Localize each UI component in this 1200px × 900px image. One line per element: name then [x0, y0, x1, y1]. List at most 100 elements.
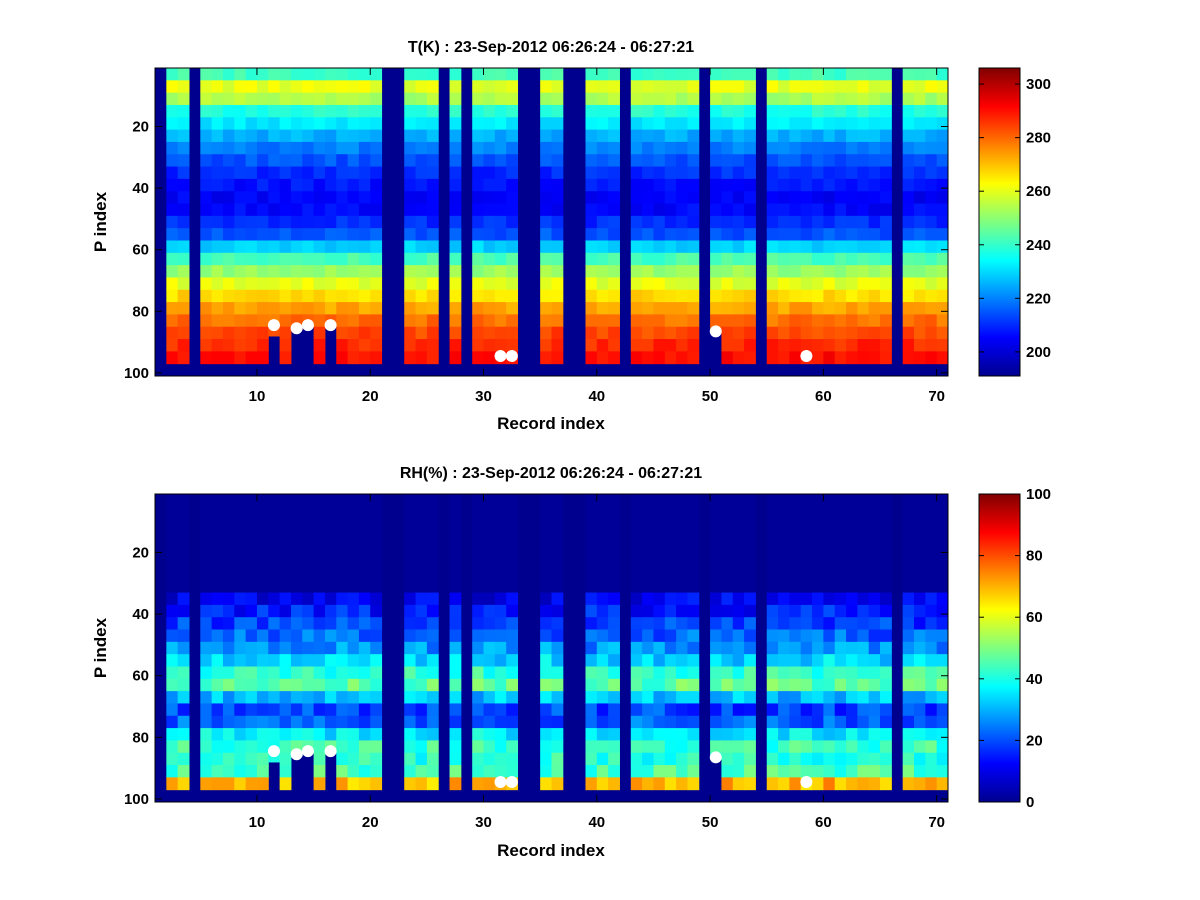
- humidity-cell: [710, 506, 722, 520]
- humidity-cell: [279, 617, 292, 631]
- humidity-cell: [778, 641, 790, 655]
- humidity-cell: [256, 592, 269, 606]
- humidity-cell: [551, 506, 564, 520]
- temperature-cell: [778, 191, 790, 205]
- temperature-cell: [608, 92, 620, 106]
- temperature-cell: [358, 228, 371, 241]
- humidity-cell: [914, 580, 926, 594]
- humidity-cell: [200, 629, 213, 643]
- humidity-cell: [868, 728, 881, 741]
- humidity-cell: [812, 765, 824, 778]
- temperature-cell: [653, 314, 666, 328]
- temperature-cell: [177, 339, 190, 352]
- temperature-cell: [245, 80, 258, 94]
- temperature-cell: [302, 289, 315, 303]
- humidity-cell: [404, 567, 417, 581]
- temperature-cell: [710, 277, 722, 291]
- humidity-cell: [585, 592, 598, 606]
- humidity-cell: [211, 777, 224, 791]
- humidity-cell: [936, 592, 949, 606]
- temperature-cell: [789, 92, 802, 106]
- temperature-cell: [664, 80, 677, 94]
- temperature-cell: [347, 326, 360, 340]
- temperature-cell: [687, 326, 700, 340]
- temperature-cell: [449, 289, 462, 303]
- temperature-cell: [324, 166, 337, 180]
- humidity-cell: [664, 543, 677, 557]
- humidity-cell: [936, 617, 949, 631]
- temperature-cell: [902, 277, 915, 291]
- humidity-cell: [653, 765, 666, 778]
- temperature-cell: [800, 141, 813, 155]
- temperature-cell: [914, 191, 926, 205]
- humidity-cell: [472, 617, 485, 631]
- temperature-cell: [506, 178, 519, 192]
- humidity-cell: [415, 506, 428, 520]
- humidity-cell: [506, 617, 519, 631]
- humidity-cell: [676, 765, 688, 778]
- humidity-cell: [596, 765, 609, 778]
- humidity-cell: [653, 777, 666, 791]
- humidity-cell: [336, 592, 349, 606]
- humidity-cell: [211, 641, 224, 655]
- temperature-cell: [415, 154, 428, 168]
- humidity-cell: [585, 728, 598, 741]
- humidity-cell: [744, 752, 756, 766]
- temperature-cell: [268, 129, 281, 143]
- temperature-cell: [914, 117, 926, 131]
- temperature-cell: [710, 252, 722, 266]
- temperature-cell: [653, 203, 666, 217]
- temperature-cell: [914, 104, 926, 118]
- temperature-cell: [211, 339, 224, 352]
- temperature-cell: [676, 129, 688, 143]
- humidity-cell: [540, 580, 552, 594]
- temperature-cell: [630, 302, 643, 315]
- temperature-cell: [290, 314, 303, 328]
- humidity-cell: [800, 518, 813, 532]
- humidity-cell: [608, 728, 620, 741]
- temperature-cell: [664, 129, 677, 143]
- temperature-cell: [426, 178, 439, 192]
- humidity-cell: [642, 641, 654, 655]
- humidity-cell: [483, 543, 496, 557]
- temperature-cell: [370, 191, 383, 205]
- temperature-cell: [211, 240, 224, 254]
- temperature-cell: [778, 92, 790, 106]
- humidity-cell: [812, 494, 824, 507]
- humidity-cell: [936, 604, 949, 618]
- humidity-cell: [449, 777, 462, 791]
- humidity-cell: [404, 691, 417, 704]
- humidity-cell: [336, 518, 349, 532]
- humidity-cell: [256, 604, 269, 618]
- temperature-cell: [789, 314, 802, 328]
- humidity-cell: [868, 715, 881, 729]
- humidity-cell: [494, 494, 507, 507]
- temperature-cell: [540, 203, 552, 217]
- humidity-cell: [608, 691, 620, 704]
- temperature-cell: [200, 265, 213, 278]
- humidity-cell: [347, 530, 360, 544]
- humidity-cell: [256, 691, 269, 704]
- humidity-cell: [358, 728, 371, 741]
- temperature-cell: [778, 289, 790, 303]
- temperature-cell: [268, 289, 281, 303]
- temperature-cell: [744, 265, 756, 278]
- temperature-cell: [676, 265, 688, 278]
- temperature-cell: [166, 277, 179, 291]
- temperature-cell: [336, 191, 349, 205]
- humidity-cell: [766, 728, 779, 741]
- humidity-cell: [177, 567, 190, 581]
- humidity-cell: [506, 567, 519, 581]
- temperature-cell: [370, 339, 383, 352]
- humidity-cell: [834, 580, 847, 594]
- humidity-cell: [290, 506, 303, 520]
- humidity-cell: [687, 592, 700, 606]
- humidity-cell: [880, 567, 892, 581]
- temperature-cell: [925, 215, 938, 229]
- temperature-cell: [426, 240, 439, 254]
- temperature-cell: [256, 228, 269, 241]
- humidity-y-tick-label: 80: [132, 729, 149, 746]
- temperature-cell: [279, 277, 292, 291]
- temperature-colorbar-tick-label: 240: [1026, 237, 1051, 254]
- temperature-cell: [483, 80, 496, 94]
